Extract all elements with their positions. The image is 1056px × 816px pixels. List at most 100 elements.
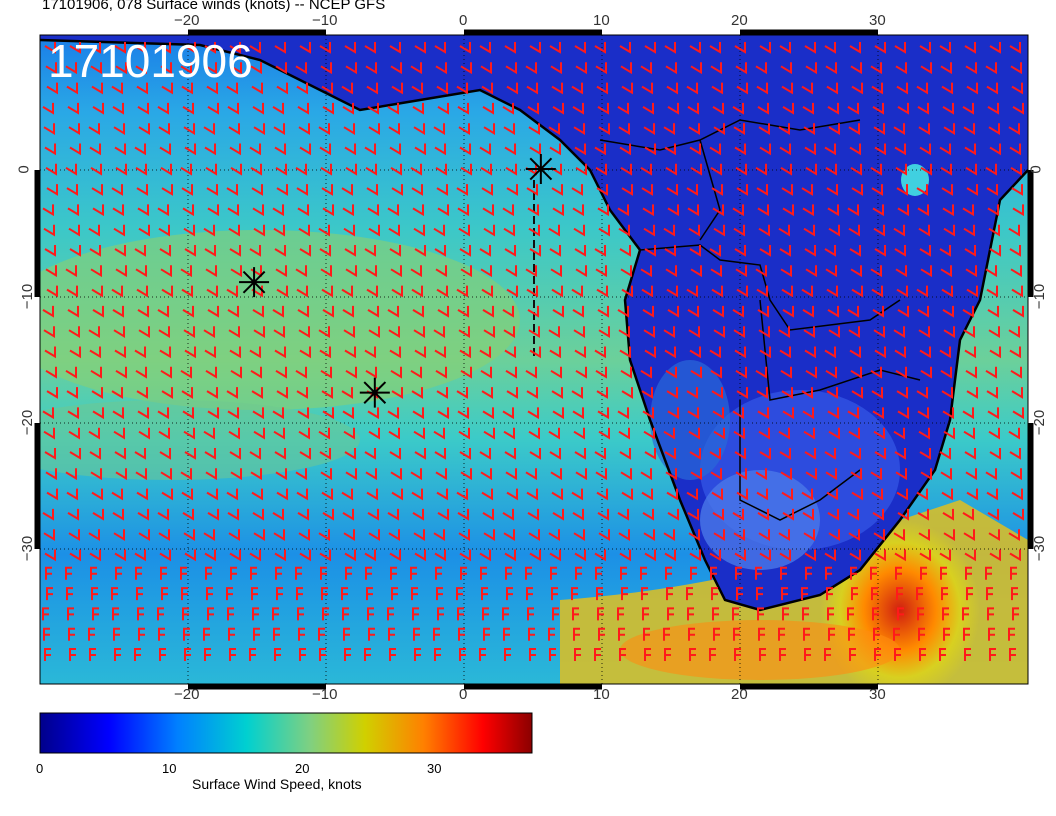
wind-barb: [413, 326, 425, 338]
wind-barb: [137, 102, 149, 115]
wind-barb: [114, 448, 126, 460]
wind-barb: [203, 224, 215, 237]
wind-barb: [802, 204, 814, 217]
wind-barb: [365, 62, 377, 75]
wind-barb: [527, 305, 539, 318]
wind-barb: [250, 366, 262, 379]
wind-barb: [274, 245, 286, 257]
wind-barb: [713, 326, 725, 338]
wind-barb: [134, 549, 146, 562]
wind-barb: [594, 143, 606, 156]
wind-barb: [69, 549, 81, 562]
wind-barb: [782, 607, 789, 621]
wind-barb: [138, 123, 150, 135]
wind-barb: [158, 326, 170, 338]
wind-barb: [319, 245, 331, 257]
wind-barb: [779, 245, 791, 257]
wind-barb: [918, 123, 930, 135]
wind-barb: [966, 587, 973, 601]
wind-barb: [688, 326, 700, 338]
wind-barb: [939, 143, 951, 156]
wind-barb: [504, 549, 516, 562]
wind-barb: [503, 427, 515, 440]
wind-barb: [802, 102, 814, 115]
wind-barb: [184, 549, 196, 562]
wind-barb: [458, 123, 470, 135]
wind-barb: [848, 627, 855, 641]
wind-barb: [205, 366, 217, 379]
wind-barb: [827, 407, 839, 420]
wind-barb: [941, 387, 953, 399]
wind-barb: [181, 587, 188, 601]
wind-barb: [183, 224, 195, 237]
wind-barb: [368, 224, 380, 237]
wind-barb: [917, 407, 929, 420]
wind-barb: [460, 62, 472, 75]
wind-barb: [457, 407, 469, 420]
right-tick-1: 0: [1027, 165, 1045, 174]
wind-barb: [896, 285, 908, 298]
wind-barb: [343, 123, 355, 135]
wind-barb: [781, 387, 793, 399]
wind-barb: [318, 427, 330, 440]
wind-barb: [158, 123, 170, 135]
wind-barb: [529, 549, 541, 562]
wind-barb: [273, 529, 285, 541]
wind-barb: [506, 285, 518, 298]
wind-barb: [157, 204, 169, 217]
wind-barb: [135, 265, 147, 278]
wind-barb: [413, 427, 425, 440]
wind-barb: [529, 648, 536, 661]
wind-barb: [456, 587, 463, 601]
wind-barb: [759, 549, 771, 562]
top-tick-4: 10: [593, 12, 610, 29]
wind-barb: [711, 285, 723, 298]
wind-barb: [66, 82, 78, 95]
grid-lines: [40, 35, 1028, 684]
wind-barb: [483, 529, 495, 541]
wind-barb: [275, 163, 287, 176]
wind-barb: [321, 587, 328, 601]
wind-barb: [759, 648, 766, 661]
wind-barb: [850, 62, 862, 75]
wind-barb: [805, 366, 817, 379]
top-tick-1: −20: [174, 12, 200, 29]
wind-barb: [159, 549, 171, 562]
wind-barb: [296, 587, 303, 601]
wind-barb: [801, 184, 813, 196]
wind-barb: [871, 82, 883, 95]
wind-barb: [942, 508, 954, 521]
wind-barb: [320, 366, 332, 379]
wind-barb: [572, 305, 584, 318]
wind-barb: [91, 587, 98, 601]
wind-barb: [433, 224, 445, 237]
wind-barb: [598, 123, 610, 135]
wind-barb: [943, 427, 955, 440]
wind-barb: [712, 102, 724, 115]
wind-barb: [365, 366, 377, 379]
wind-barb: [804, 346, 816, 359]
wind-barb: [365, 566, 372, 580]
wind-barb: [503, 224, 515, 237]
wind-barb: [503, 123, 515, 135]
storm-marker-3: [525, 153, 556, 184]
wind-barb: [456, 285, 468, 298]
wind-barb: [849, 648, 856, 661]
wind-barb: [897, 607, 904, 621]
wind-barb: [528, 224, 540, 237]
wind-barb: [575, 468, 587, 481]
wind-barb: [344, 448, 356, 460]
wind-barb: [479, 245, 491, 257]
wind-barb: [618, 326, 630, 338]
wind-barb: [986, 82, 998, 95]
wind-barb: [69, 648, 76, 661]
wind-barb: [825, 366, 837, 379]
wind-barb: [941, 184, 953, 196]
wind-barb: [526, 488, 538, 501]
wind-barb: [436, 285, 448, 298]
wind-barb: [207, 204, 219, 217]
wind-barb: [1010, 163, 1022, 176]
wind-barb: [92, 607, 99, 621]
wind-barb: [367, 305, 379, 318]
wind-barb: [756, 587, 763, 601]
